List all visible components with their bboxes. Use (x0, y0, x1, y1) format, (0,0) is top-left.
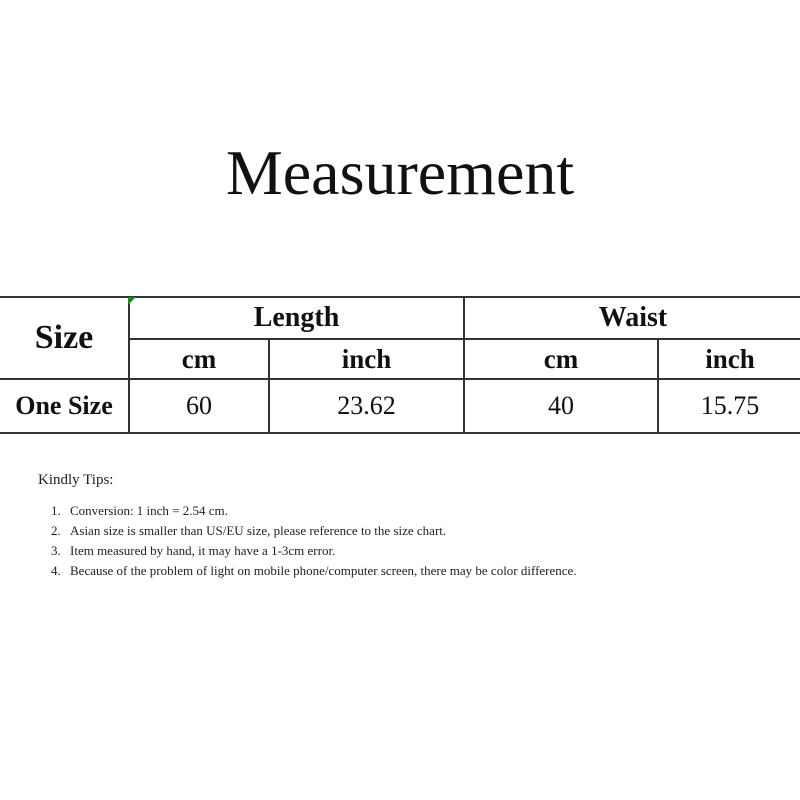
tip-item: Item measured by hand, it may have a 1-3… (64, 541, 670, 561)
table-cell-size: One Size (0, 378, 130, 434)
page-title: Measurement (225, 137, 575, 208)
table-cell-waist-inch: 15.75 (657, 378, 800, 434)
tip-item: Because of the problem of light on mobil… (64, 561, 670, 581)
length-header: Length (128, 296, 465, 340)
tips-heading: Kindly Tips: (38, 472, 114, 488)
cell-marker (128, 297, 136, 305)
tip-item: Asian size is smaller than US/EU size, p… (64, 521, 670, 541)
tips-list: Conversion: 1 inch = 2.54 cm. Asian size… (38, 501, 670, 581)
waist-cm-header: cm (463, 338, 659, 380)
length-cm-header: cm (128, 338, 270, 380)
tips-section: Kindly Tips: Conversion: 1 inch = 2.54 c… (38, 472, 670, 581)
length-inch-header: inch (268, 338, 465, 380)
waist-inch-header: inch (657, 338, 800, 380)
table-cell-length-inch: 23.62 (268, 378, 465, 434)
waist-header: Waist (463, 296, 800, 340)
table-cell-waist-cm: 40 (463, 378, 659, 434)
table-cell-length-cm: 60 (128, 378, 270, 434)
size-header: Size (0, 296, 130, 380)
tip-item: Conversion: 1 inch = 2.54 cm. (64, 501, 670, 521)
